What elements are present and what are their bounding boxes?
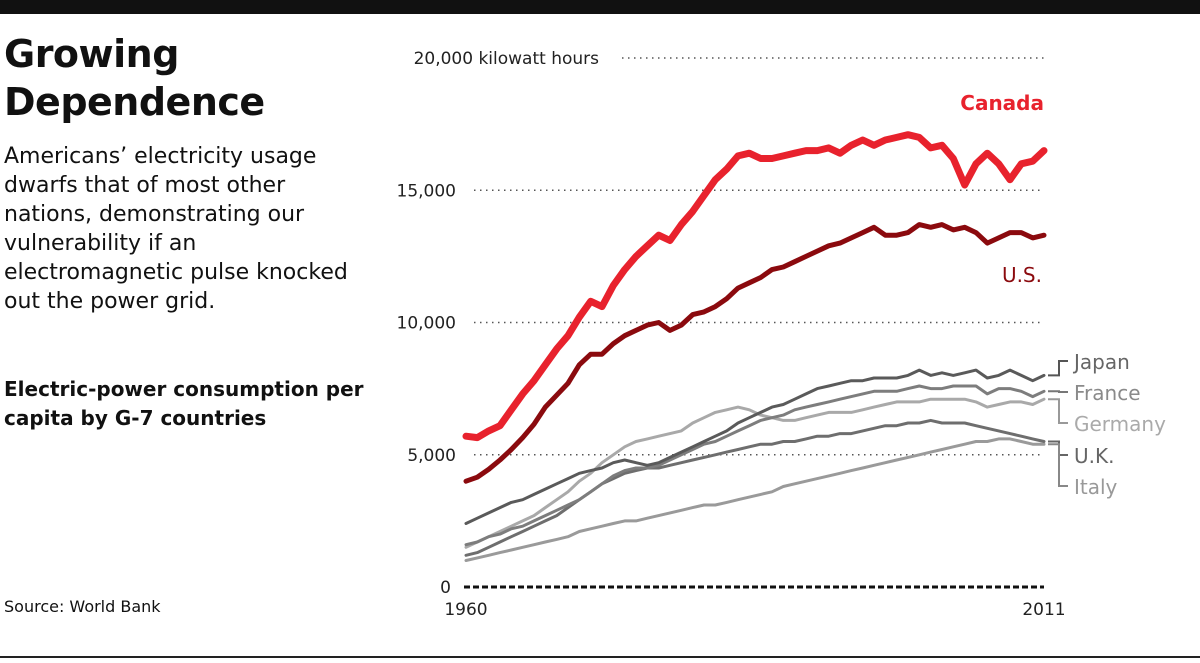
grid-lines — [474, 57, 1044, 456]
dek: Americans’ electricity usage dwarfs that… — [4, 144, 348, 314]
x-tick-label: 2011 — [1022, 600, 1065, 620]
series-labels: Canada U.S. Japan France Germany U.K. Italy — [960, 91, 1166, 499]
series-label-italy: Italy — [1074, 475, 1118, 499]
series-line-canada — [462, 131, 1048, 442]
y-tick-label: 15,000 — [397, 181, 456, 201]
series-label-canada: Canada — [960, 91, 1044, 115]
y-tick-label: 5,000 — [407, 446, 456, 466]
series-label-us: U.S. — [1002, 263, 1042, 287]
series-line-italy — [464, 437, 1046, 562]
series-line-us — [463, 222, 1047, 484]
source-note: Source: World Bank — [4, 597, 161, 616]
chart-heading: Electric-power consumption per capita by… — [4, 377, 364, 430]
headline: Growing Dependence — [4, 32, 265, 124]
label-leader-italy — [1048, 443, 1068, 487]
axis: 20,000 kilowatt hours 15,000 10,000 5,000 01… — [397, 49, 1066, 620]
y-tick-label: 10,000 — [397, 314, 456, 334]
series-lines — [462, 131, 1048, 562]
bottom-rule — [0, 656, 1200, 658]
top-rule — [0, 0, 1200, 14]
series-line-japan — [464, 368, 1046, 525]
series-label-uk: U.K. — [1074, 444, 1114, 468]
label-leader-germany — [1048, 398, 1068, 424]
series-label-germany: Germany — [1074, 412, 1166, 436]
label-leader-france — [1048, 390, 1068, 393]
y-tick-label: 20,000 kilowatt hours — [414, 49, 600, 69]
y-tick-label-0: 0 — [440, 578, 451, 598]
series-line-france — [464, 384, 1046, 547]
label-leader-japan — [1048, 360, 1068, 377]
series-line-uk — [464, 418, 1046, 557]
series-label-japan: Japan — [1072, 350, 1130, 374]
series-label-france: France — [1074, 381, 1141, 405]
x-tick-label: 1960 — [444, 600, 487, 620]
series-line-germany — [464, 397, 1046, 549]
